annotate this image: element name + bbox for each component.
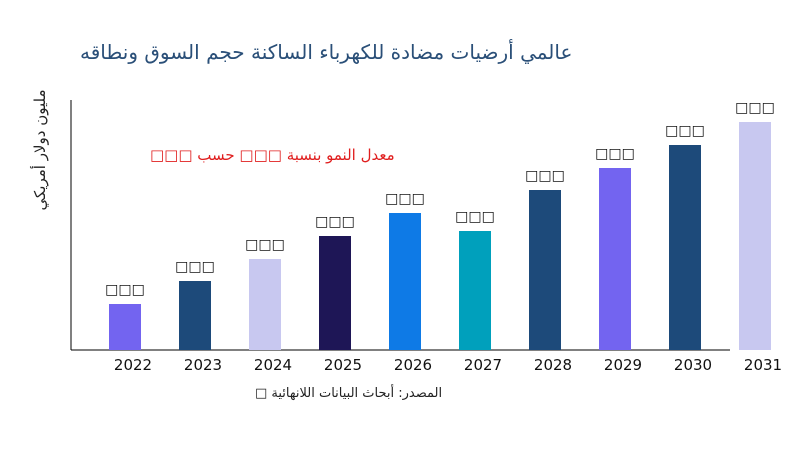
source-note: المصدر: أبحاث البيانات اللانهائية □ <box>255 386 443 401</box>
x-tick-label-2024: 2024 <box>254 356 292 374</box>
data-label-2028: □□□ <box>525 168 565 184</box>
bar-2031 <box>739 122 771 350</box>
growth-annotation: معدل النمو بنسبة □□□ حسب □□□ <box>150 146 395 164</box>
data-label-2025: □□□ <box>315 214 355 230</box>
bar-2023 <box>179 281 211 350</box>
x-tick-label-2022: 2022 <box>114 356 152 374</box>
data-label-2027: □□□ <box>455 209 495 225</box>
x-tick-label-2030: 2030 <box>674 356 712 374</box>
x-tick-label-2028: 2028 <box>534 356 572 374</box>
chart-title: عالمي أرضيات مضادة للكهرباء الساكنة حجم … <box>80 40 573 64</box>
data-label-2029: □□□ <box>595 146 635 162</box>
bar-2030 <box>669 145 701 350</box>
bar-2029 <box>599 168 631 350</box>
x-tick-label-2027: 2027 <box>464 356 502 374</box>
data-label-2030: □□□ <box>665 123 705 139</box>
x-tick-label-2025: 2025 <box>324 356 362 374</box>
data-label-2022: □□□ <box>105 282 145 298</box>
bar-2024 <box>249 259 281 350</box>
data-label-2023: □□□ <box>175 259 215 275</box>
x-tick-label-2023: 2023 <box>184 356 222 374</box>
data-label-2031: □□□ <box>735 100 775 116</box>
x-tick-label-2026: 2026 <box>394 356 432 374</box>
bar-2028 <box>529 190 561 350</box>
bar-2022 <box>109 304 141 350</box>
bar-2026 <box>389 213 421 350</box>
data-label-2026: □□□ <box>385 191 425 207</box>
data-label-2024: □□□ <box>245 237 285 253</box>
bar-2027 <box>459 231 491 350</box>
x-tick-label-2029: 2029 <box>604 356 642 374</box>
x-tick-label-2031: 2031 <box>744 356 782 374</box>
bar-2025 <box>319 236 351 350</box>
